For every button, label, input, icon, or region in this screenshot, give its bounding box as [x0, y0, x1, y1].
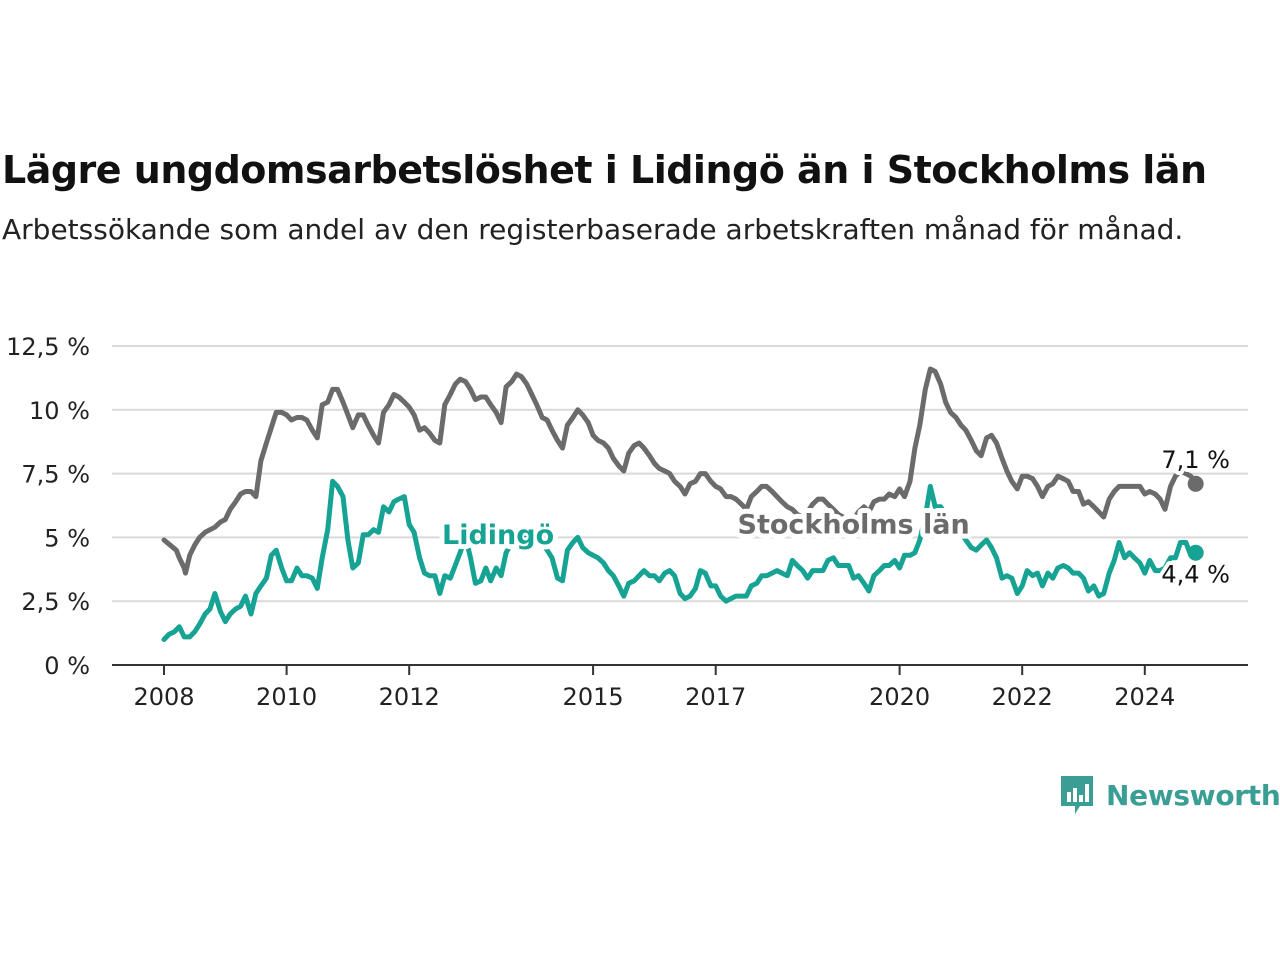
x-tick-label: 2012	[379, 683, 440, 711]
grid-lines	[112, 345, 1248, 603]
series-lines	[161, 366, 1199, 642]
newsworthy-logo-icon	[1061, 776, 1093, 814]
x-tick-label: 2015	[563, 683, 624, 711]
end-markers: 7,1 %7,1 %4,4 %4,4 %	[1157, 442, 1234, 593]
series-line-stockholms-lan	[161, 366, 1199, 576]
end-point-marker	[1187, 544, 1204, 561]
brand-name: Newsworthy	[1106, 778, 1280, 812]
x-tick-label: 2024	[1114, 683, 1175, 711]
end-value-halo: 7,1 %	[1161, 446, 1230, 474]
y-tick-label: 12,5 %	[6, 333, 90, 361]
end-point-marker	[1187, 475, 1204, 492]
series-label: Stockholms län	[738, 510, 970, 541]
end-value-halo: 4,4 %	[1161, 561, 1230, 589]
end-value-label: 7,1 %	[1161, 446, 1230, 474]
series-label-halo: Lidingö	[442, 520, 554, 551]
end-value-label: 4,4 %	[1161, 561, 1230, 589]
chart-title: Lägre ungdomsarbetslöshet i Lidingö än i…	[2, 148, 1207, 192]
y-tick-label: 10 %	[29, 397, 90, 425]
x-tick-label: 2010	[256, 683, 317, 711]
series-line-lidingo	[161, 478, 1199, 642]
chart-subtitle: Arbetssökande som andel av den registerb…	[2, 213, 1184, 246]
line-chart: 0 %2,5 %5 %7,5 %10 %12,5 % 2008 2010 2012 2…	[6, 333, 1248, 711]
y-tick-label: 7,5 %	[21, 461, 90, 489]
series-label: Lidingö	[442, 520, 554, 551]
x-tick-label: 2022	[992, 683, 1053, 711]
x-tick-label: 2008	[133, 683, 194, 711]
y-tick-label: 2,5 %	[21, 588, 90, 616]
y-tick-label: 5 %	[44, 524, 90, 552]
y-axis-ticks: 0 % 2,5 % 5 % 7,5 % 10 % 12,5 %	[6, 333, 90, 680]
brand-logo[interactable]: Newsworthy	[1058, 774, 1280, 816]
x-axis-ticks: 2008 2010 2012 2015 2017 2020 2022 2024	[133, 665, 1175, 711]
x-tick-label: 2017	[685, 683, 746, 711]
series-label-halo: Stockholms län	[738, 510, 970, 541]
x-tick-label: 2020	[869, 683, 930, 711]
y-tick-label: 0 %	[44, 652, 90, 680]
